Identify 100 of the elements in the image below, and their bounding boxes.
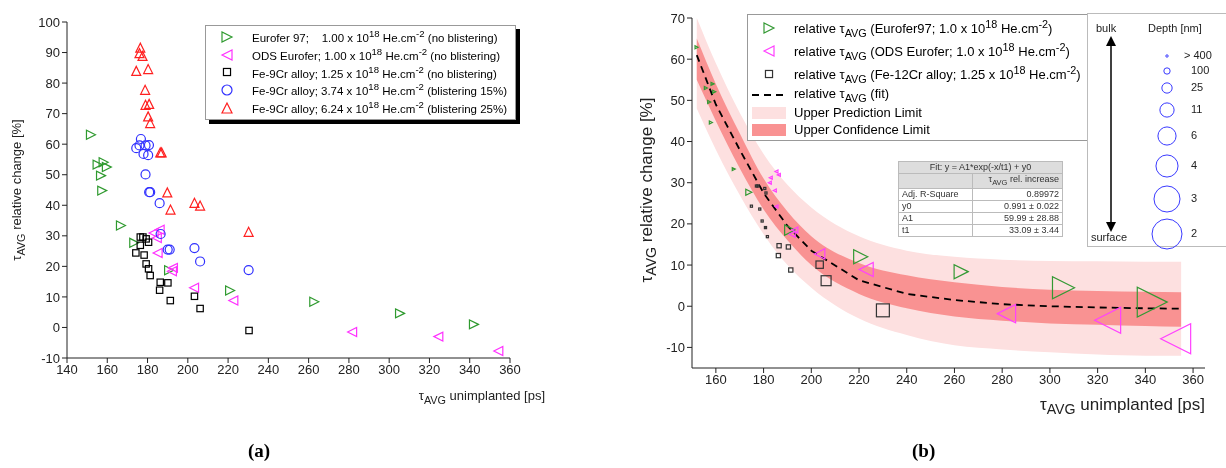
y-tick-label: 30 <box>45 228 60 244</box>
y-tick-label: 20 <box>45 258 60 274</box>
legend-label: relative τ$_{AVG}$ (ODS Eurofer; 1.0 x 10$^{18}$ He.cm$^{-2}$) <box>794 40 1070 63</box>
y-tick-label: 20 <box>670 216 685 232</box>
point <box>143 63 154 75</box>
x-tick-label: 360 <box>1182 372 1204 388</box>
point <box>152 247 163 259</box>
y-tick-label: 50 <box>670 92 685 108</box>
annotation: Fit: y = A1*exp(-x/t1) + y0 <box>929 162 1032 172</box>
point <box>145 118 156 129</box>
annotation: 6 <box>1191 129 1198 141</box>
point <box>195 200 206 211</box>
legend-label: Upper Confidence Limit <box>794 121 930 139</box>
annotation: 0.991 ± 0.022 <box>1004 200 1059 211</box>
point <box>190 292 199 301</box>
y-tick-label: 0 <box>52 320 60 336</box>
y-tick-label: 100 <box>38 14 60 30</box>
point <box>749 204 754 208</box>
x-axis-title: τ$_{AVG}$ unimplanted [ps] <box>1039 395 1205 418</box>
point <box>228 295 239 306</box>
y-tick-label: 40 <box>670 134 685 150</box>
x-tick-label: 280 <box>991 372 1014 388</box>
point <box>135 42 146 53</box>
annotation: t1 <box>902 224 910 235</box>
x-tick-label: 200 <box>800 372 823 388</box>
x-tick-label: 260 <box>943 372 966 388</box>
point <box>85 129 97 140</box>
point <box>164 279 172 287</box>
y-tick-label: 0 <box>677 298 685 314</box>
x-tick-label: 240 <box>895 372 918 388</box>
y-tick-label: 40 <box>45 197 60 213</box>
point <box>189 242 200 254</box>
point <box>132 249 140 257</box>
point <box>138 148 149 160</box>
y-tick-label: 10 <box>45 289 60 305</box>
point <box>146 271 154 280</box>
y-tick-label: -10 <box>666 340 685 356</box>
annotation: 59.99 ± 28.88 <box>1004 212 1059 223</box>
point <box>776 242 782 249</box>
legend-label: relative τ$_{AVG}$ (Fe-12Cr alloy; 1.25 x 10$^{18}$ He.cm$^{-2}$) <box>794 62 1081 86</box>
legend-label: Eurofer 97; 1.00 x 10$^{18}$ He.cm$^{-2}$ (no blistering) <box>252 28 498 46</box>
x-tick-label: 340 <box>458 362 481 378</box>
x-tick-label: 320 <box>418 362 441 378</box>
point <box>468 319 480 330</box>
point <box>136 241 145 250</box>
x-tick-label: 300 <box>378 362 401 378</box>
point <box>131 65 142 76</box>
annotation: y0 <box>902 200 912 211</box>
y-tick-label: 60 <box>670 51 685 67</box>
point <box>156 278 165 287</box>
point <box>154 198 165 209</box>
point <box>712 89 717 94</box>
point <box>162 187 173 198</box>
legend-label: relative τ$_{AVG}$ (fit) <box>794 85 890 105</box>
y-tick-label: 70 <box>670 10 685 26</box>
point <box>135 133 146 145</box>
y-tick-label: 50 <box>45 167 60 183</box>
point <box>196 304 204 313</box>
x-tick-label: 360 <box>499 362 521 378</box>
legend-label: Fe-9Cr alloy; 6.24 x 10$^{18}$ He.cm$^{-2}$ (blistering 25%) <box>252 99 508 117</box>
point <box>493 345 504 357</box>
annotation: 25 <box>1191 81 1204 93</box>
y-tick-label: 30 <box>670 175 685 191</box>
annotation: Adj. R-Square <box>902 188 959 199</box>
annotation: > 400 <box>1184 49 1212 61</box>
point <box>243 226 254 237</box>
point <box>129 237 140 248</box>
text: (b) <box>912 440 936 462</box>
y-tick-label: 80 <box>45 75 60 91</box>
annotation: 100 <box>1191 64 1210 76</box>
point <box>154 224 165 235</box>
y-tick-label: 90 <box>45 45 60 61</box>
point <box>347 326 358 338</box>
point <box>694 45 699 50</box>
point <box>788 267 794 273</box>
legend-label: ODS Eurofer; 1.00 x 10$^{18}$ He.cm$^{-2}$ (no blistering) <box>252 45 501 64</box>
annotation: τ$_{AVG}$ rel. increase <box>988 174 1059 187</box>
legend-label: relative τ$_{AVG}$ (Eurofer97; 1.0 x 10$^{18}$ He.cm$^{-2}$) <box>794 17 1053 40</box>
annotation: 0.89972 <box>1026 188 1059 199</box>
point <box>166 296 175 305</box>
point <box>791 226 799 234</box>
point <box>708 120 713 125</box>
point <box>144 98 155 109</box>
x-tick-label: 220 <box>217 362 239 378</box>
point <box>151 232 162 244</box>
point <box>155 228 166 240</box>
point <box>139 233 147 241</box>
x-tick-label: 320 <box>1086 372 1109 388</box>
annotation: bulk <box>1096 22 1117 34</box>
point <box>97 185 108 196</box>
point <box>142 260 150 268</box>
point <box>165 204 176 215</box>
y-tick-label: 60 <box>45 136 60 152</box>
point <box>758 207 762 211</box>
annotation: 3 <box>1191 192 1198 204</box>
x-tick-label: 220 <box>848 372 870 388</box>
point <box>143 140 155 151</box>
annotation: 4 <box>1191 159 1198 171</box>
x-tick-label: 280 <box>338 362 360 378</box>
point <box>148 227 159 239</box>
